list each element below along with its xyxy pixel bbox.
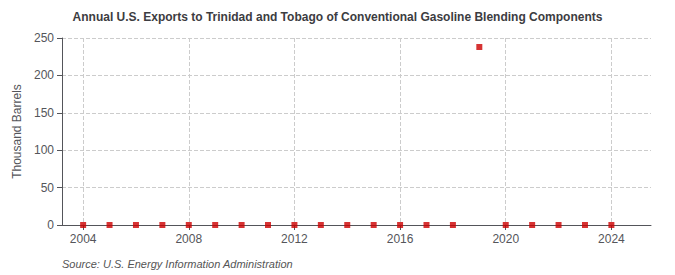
svg-text:Source: U.S. Energy Informatio: Source: U.S. Energy Information Administ… bbox=[62, 258, 293, 270]
svg-text:150: 150 bbox=[34, 106, 54, 120]
svg-text:100: 100 bbox=[34, 143, 54, 157]
svg-text:2016: 2016 bbox=[387, 232, 414, 246]
svg-text:Thousand Barrels: Thousand Barrels bbox=[10, 84, 24, 179]
svg-text:50: 50 bbox=[41, 181, 55, 195]
svg-text:2008: 2008 bbox=[175, 232, 202, 246]
svg-text:2004: 2004 bbox=[70, 232, 97, 246]
svg-text:2012: 2012 bbox=[281, 232, 308, 246]
svg-text:Annual U.S. Exports to Trinida: Annual U.S. Exports to Trinidad and Toba… bbox=[73, 10, 603, 24]
svg-text:200: 200 bbox=[34, 68, 54, 82]
svg-text:0: 0 bbox=[47, 218, 54, 232]
svg-text:250: 250 bbox=[34, 31, 54, 45]
svg-text:2024: 2024 bbox=[598, 232, 625, 246]
svg-text:2020: 2020 bbox=[492, 232, 519, 246]
